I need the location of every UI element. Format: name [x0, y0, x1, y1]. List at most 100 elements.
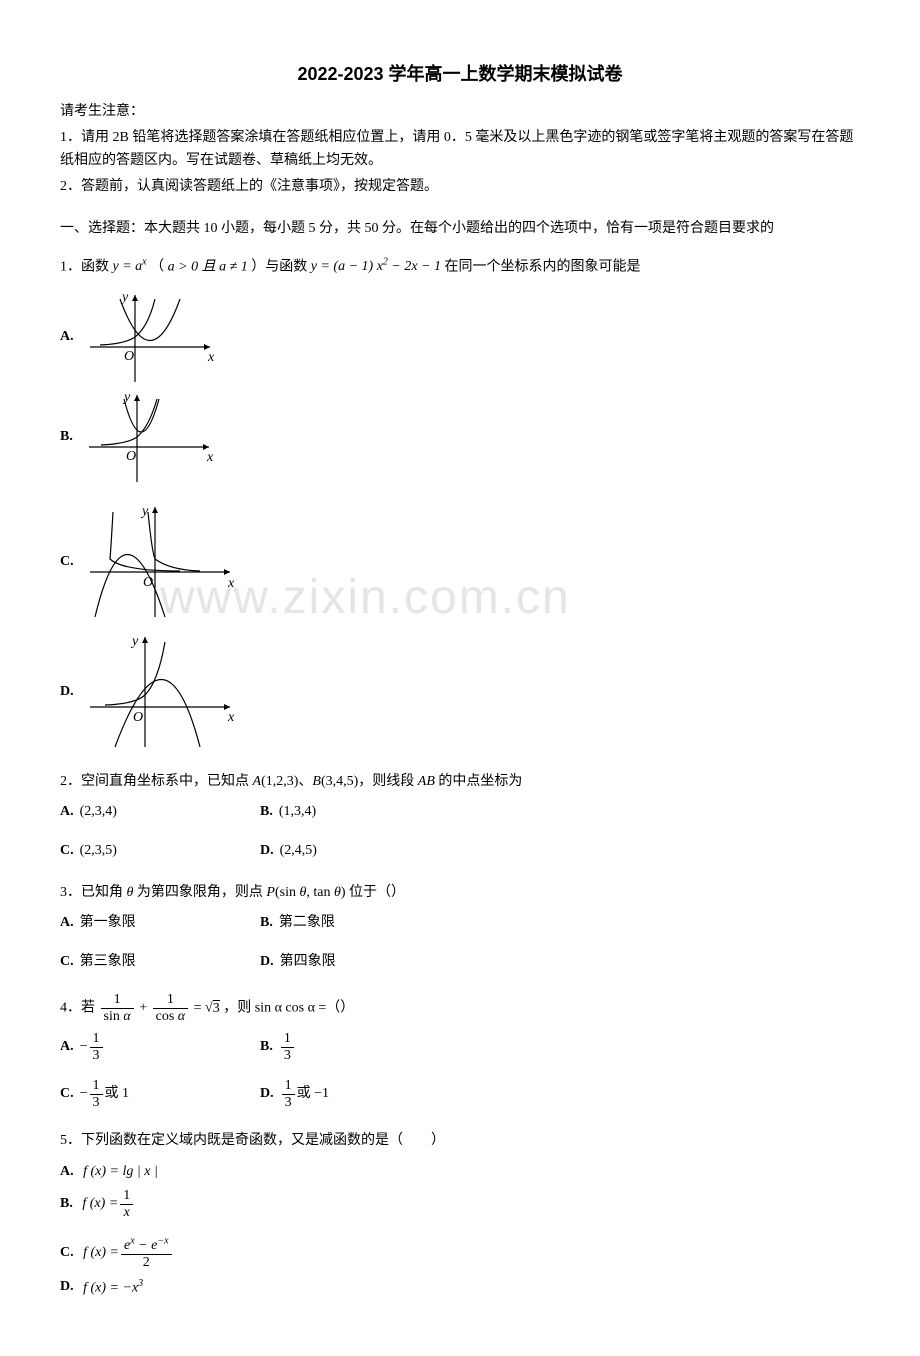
svg-text:x: x: [207, 350, 215, 365]
q4-mid: ，则 sin α cos α =（）: [223, 1001, 354, 1016]
q1-c-label: C.: [60, 551, 74, 573]
q2-option-c: C. (2,3,5): [60, 840, 260, 862]
q3-b-val: 第二象限: [279, 912, 335, 934]
q2-option-d: D. (2,4,5): [260, 840, 460, 862]
q5-option-a: A. f (x) = lg | x |: [60, 1161, 480, 1183]
q2-row2: C. (2,3,5) D. (2,4,5): [60, 840, 860, 868]
q5-c-lbl: C.: [60, 1242, 74, 1264]
q4-option-d: D. 13 或 −1: [260, 1079, 460, 1110]
q2-a-lbl: A.: [60, 801, 74, 823]
q4-c-suffix: 或 1: [105, 1083, 130, 1105]
q4-prefix: 4．若: [60, 1001, 99, 1016]
q3-a-lbl: A.: [60, 912, 74, 934]
q5-option-c: C. f (x) = ex − e−x2: [60, 1236, 480, 1270]
q4-frac1: 1sin α: [101, 993, 134, 1024]
q2-c-val: (2,3,5): [80, 840, 117, 862]
q5-a-val: f (x) = lg | x |: [80, 1161, 158, 1183]
q4-a-val: −: [80, 1036, 88, 1058]
q1-options-row1: A. x y O B. x y: [60, 287, 860, 487]
q5-d-lbl: D.: [60, 1276, 74, 1298]
q4-plus: +: [139, 1001, 150, 1016]
q2-a-val: (2,3,4): [80, 801, 117, 823]
notice-1: 1．请用 2B 铅笔将选择题答案涂填在答题纸相应位置上，请用 0．5 毫米及以上…: [60, 127, 860, 172]
q2-d-val: (2,4,5): [280, 840, 317, 862]
q3-text: 3．已知角 θ 为第四象限角，则点 P(sin θ, tan θ) 位于（）: [60, 885, 405, 900]
q3-option-d: D. 第四象限: [260, 951, 460, 973]
svg-text:x: x: [206, 450, 214, 465]
q3-a-val: 第一象限: [80, 912, 136, 934]
q4-a-lbl: A.: [60, 1036, 74, 1058]
question-3: 3．已知角 θ 为第四象限角，则点 P(sin θ, tan θ) 位于（）: [60, 882, 860, 904]
q5-option-d: D. f (x) = −x3: [60, 1276, 480, 1300]
q1-mid1: （: [150, 259, 164, 274]
q5-d-val: f (x) = −x3: [80, 1276, 144, 1300]
q1-option-a: A. x y O: [60, 287, 480, 387]
q1-expr2: y = (a − 1) x2 − 2x − 1: [311, 259, 441, 274]
svg-text:y: y: [140, 504, 149, 519]
q4-option-c: C. − 13 或 1: [60, 1079, 260, 1110]
q3-c-val: 第三象限: [80, 951, 136, 973]
q4-frac2: 1cos α: [153, 993, 189, 1024]
q1-options-row2: C. x y O D.: [60, 497, 860, 757]
q1-b-label: B.: [60, 426, 73, 448]
svg-text:x: x: [227, 710, 235, 725]
q1-suffix: 在同一个坐标系内的图象可能是: [445, 259, 641, 274]
q3-row2: C. 第三象限 D. 第四象限: [60, 951, 860, 979]
notice-header: 请考生注意：: [60, 101, 860, 123]
q1-option-d: D. x y O: [60, 627, 480, 757]
q4-eq: =: [194, 1001, 205, 1016]
q5-row1: A. f (x) = lg | x | B. f (x) = 1x: [60, 1161, 860, 1226]
q2-text: 2．空间直角坐标系中，已知点 A(1,2,3)、B(3,4,5)，则线段 AB …: [60, 774, 522, 789]
q3-option-c: C. 第三象限: [60, 951, 260, 973]
q4-option-b: B. 13: [260, 1032, 460, 1063]
svg-text:O: O: [133, 710, 143, 725]
q4-b-lbl: B.: [260, 1036, 273, 1058]
q3-option-a: A. 第一象限: [60, 912, 260, 934]
svg-text:O: O: [124, 349, 134, 364]
q1-graph-c: x y O: [80, 497, 240, 627]
q1-option-b: B. x y O: [60, 387, 480, 487]
q4-row1: A. − 13 B. 13: [60, 1032, 860, 1069]
q4-d-frac: 13: [282, 1079, 295, 1110]
q2-d-lbl: D.: [260, 840, 274, 862]
svg-text:y: y: [130, 634, 139, 649]
q2-c-lbl: C.: [60, 840, 74, 862]
question-1: 1．函数 y = ax （ a > 0 且 a ≠ 1 ）与函数 y = (a …: [60, 255, 860, 279]
q1-mid2: ）与函数: [251, 259, 311, 274]
q3-d-lbl: D.: [260, 951, 274, 973]
q1-a-label: A.: [60, 326, 74, 348]
q2-option-b: B. (1,3,4): [260, 801, 460, 823]
q2-row1: A. (2,3,4) B. (1,3,4): [60, 801, 860, 829]
q2-b-lbl: B.: [260, 801, 273, 823]
q3-b-lbl: B.: [260, 912, 273, 934]
q1-prefix: 1．函数: [60, 259, 113, 274]
q1-option-c: C. x y O: [60, 497, 480, 627]
q5-c-frac: ex − e−x2: [121, 1236, 172, 1270]
question-4: 4．若 1sin α + 1cos α = √3 ，则 sin α cos α …: [60, 993, 860, 1024]
question-2: 2．空间直角坐标系中，已知点 A(1,2,3)、B(3,4,5)，则线段 AB …: [60, 771, 860, 793]
q2-option-a: A. (2,3,4): [60, 801, 260, 823]
notice-2: 2．答题前，认真阅读答题纸上的《注意事项》，按规定答题。: [60, 176, 860, 198]
q1-d-label: D.: [60, 681, 74, 703]
q2-b-val: (1,3,4): [279, 801, 316, 823]
q1-expr1: y = ax: [113, 259, 147, 274]
q3-option-b: B. 第二象限: [260, 912, 460, 934]
q3-d-val: 第四象限: [280, 951, 336, 973]
q4-c-frac: 13: [90, 1079, 103, 1110]
q4-a-frac: 13: [90, 1032, 103, 1063]
q5-b-prefix: f (x) =: [79, 1193, 118, 1215]
svg-text:x: x: [227, 576, 235, 591]
question-5: 5．下列函数在定义域内既是奇函数，又是减函数的是（ ）: [60, 1130, 860, 1152]
q5-option-b: B. f (x) = 1x: [60, 1189, 480, 1220]
q5-b-lbl: B.: [60, 1193, 73, 1215]
q1-graph-b: x y O: [79, 387, 219, 487]
q1-graph-d: x y O: [80, 627, 240, 757]
q4-c-neg: −: [80, 1083, 88, 1105]
q1-graph-a: x y O: [80, 287, 220, 387]
svg-text:O: O: [126, 449, 136, 464]
q1-cond: a > 0 且 a ≠ 1: [168, 259, 248, 274]
svg-text:y: y: [122, 390, 131, 405]
q4-option-a: A. − 13: [60, 1032, 260, 1063]
q4-c-lbl: C.: [60, 1083, 74, 1105]
q3-row1: A. 第一象限 B. 第二象限: [60, 912, 860, 940]
